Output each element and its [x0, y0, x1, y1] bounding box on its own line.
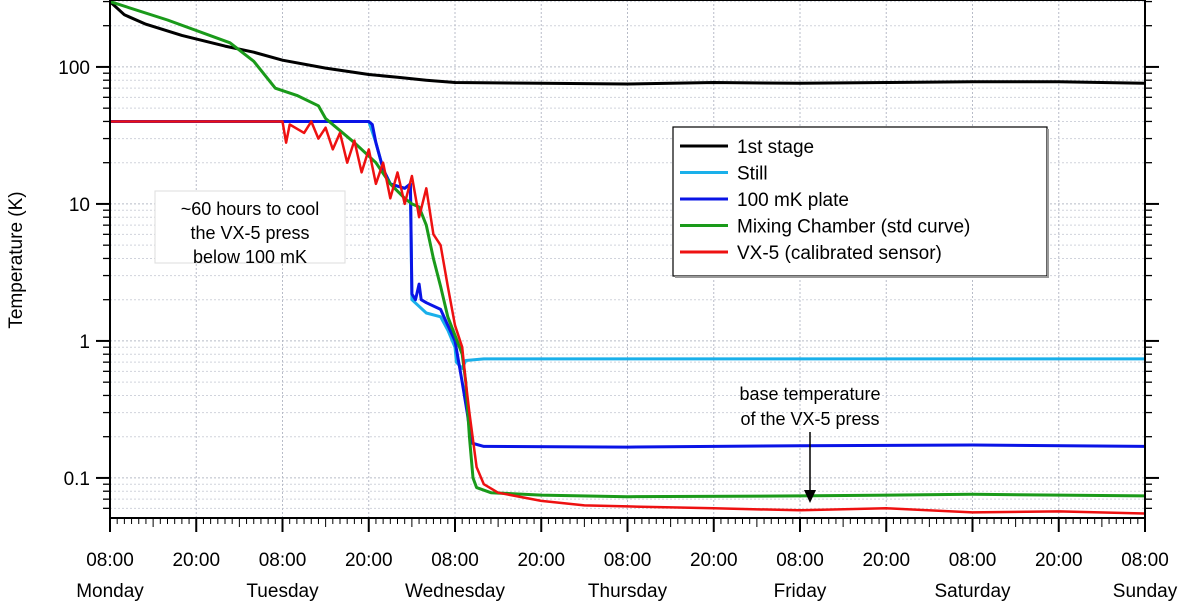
x-tick-time: 20:00 [172, 550, 220, 571]
legend: 1st stage Still 100 mK plate Mixing Chamber… [672, 126, 1049, 278]
y-tick-label: 0.1 [64, 469, 90, 490]
axes: 100 10 1 0.1 08:00 Monday 20:00 08:00 Tuesday 20:… [58, 0, 1178, 602]
x-tick-time: 08:00 [86, 550, 134, 571]
plot-frame [109, 0, 1146, 519]
annotation-line: base temperature [739, 384, 880, 404]
annotation-line: below 100 mK [193, 247, 307, 267]
x-tick-time: 20:00 [517, 550, 565, 571]
x-tick-time: 08:00 [776, 550, 824, 571]
y-tick-label: 10 [69, 195, 90, 216]
x-tick-time: 08:00 [431, 550, 479, 571]
x-tick-time: 08:00 [259, 550, 307, 571]
x-tick-time: 20:00 [345, 550, 393, 571]
series-lines [108, 0, 1146, 515]
x-tick-day: Monday [76, 581, 144, 602]
x-tick-time: 20:00 [862, 550, 910, 571]
annotation-line: the VX-5 press [190, 223, 309, 243]
x-tick-day: Saturday [934, 581, 1011, 602]
x-tick-day: Friday [774, 581, 827, 602]
x-tick-time: 08:00 [604, 550, 652, 571]
y-tick-label: 1 [79, 332, 90, 353]
x-tick-time: 20:00 [690, 550, 738, 571]
annotation-line: ~60 hours to cool [181, 199, 320, 219]
x-tick-time: 08:00 [1121, 550, 1169, 571]
arrow-head-icon [804, 490, 816, 503]
annotation-cool-time: ~60 hours to cool the VX-5 press below 100… [154, 190, 346, 267]
legend-label: Mixing Chamber (std curve) [737, 217, 970, 238]
series-line-vx-5-calibrated-sensor- [110, 120, 1146, 515]
y-tick-label: 100 [58, 58, 90, 79]
series-line-1st-stage [108, 0, 1146, 86]
x-tick-day: Wednesday [405, 581, 505, 602]
y-axis-label: Temperature (K) [6, 191, 27, 328]
x-tick-day: Sunday [1113, 581, 1178, 602]
legend-label: VX-5 (calibrated sensor) [737, 243, 942, 264]
legend-label: 100 mK plate [737, 190, 849, 211]
x-tick-day: Tuesday [246, 581, 319, 602]
x-tick-time: 08:00 [949, 550, 997, 571]
x-tick-day: Thursday [588, 581, 668, 602]
legend-label: 1st stage [737, 137, 814, 158]
annotation-base-temperature: base temperature of the VX-5 press [739, 384, 881, 503]
annotation-line: of the VX-5 press [740, 409, 879, 429]
x-tick-time: 20:00 [1035, 550, 1083, 571]
legend-label: Still [737, 164, 768, 185]
